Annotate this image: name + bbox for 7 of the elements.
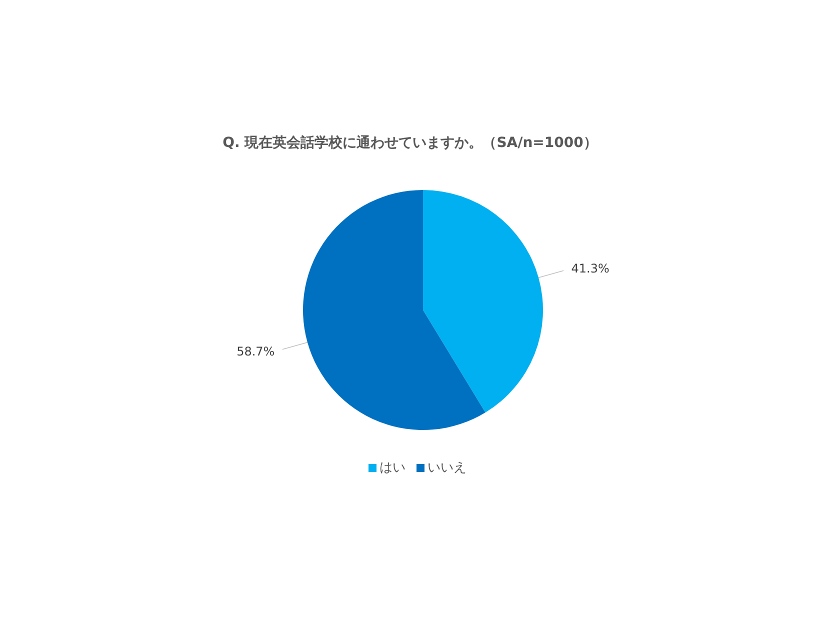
data-label: 58.7% [236, 344, 275, 359]
legend-label: いいえ [428, 460, 466, 476]
legend-label: はい [380, 460, 406, 476]
data-label: 41.3% [571, 261, 610, 276]
pie-slice [303, 190, 486, 430]
chart-title: Q. 現在英会話学校に通わせていますか。（SA/n=1000） [222, 134, 598, 151]
pie-slice [423, 190, 543, 413]
